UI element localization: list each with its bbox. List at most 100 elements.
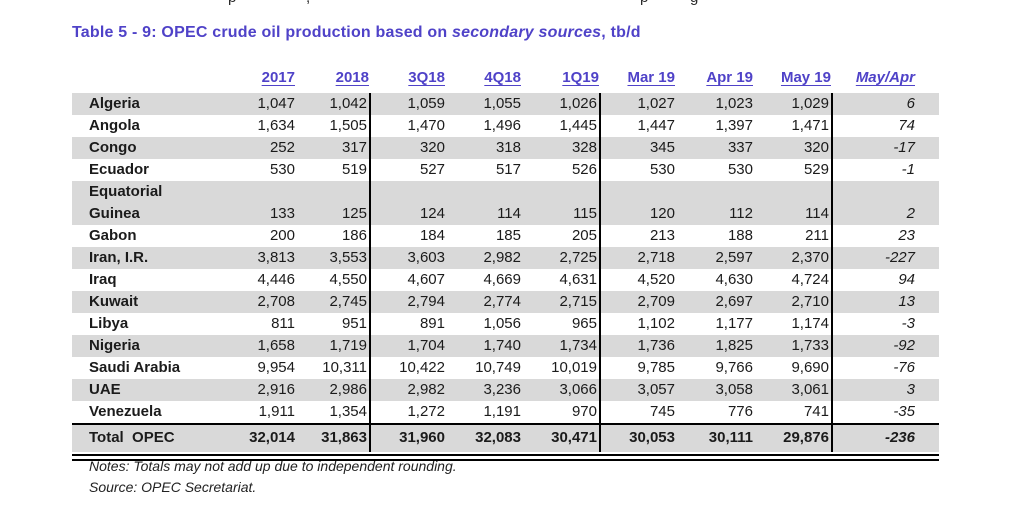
cell-equatorial-guinea-may-19: 114 <box>755 181 833 225</box>
col-header-4q18: 4Q18 <box>484 69 521 86</box>
cell-iraq-may-apr: 94 <box>898 271 915 288</box>
cell-nigeria-may-apr: -92 <box>893 337 915 354</box>
country-label-ecuador: Ecuador <box>89 161 150 178</box>
cell-venezuela-4q18: 1,191 <box>483 403 521 420</box>
country-label-angola: Angola <box>89 117 140 134</box>
cell-iraq-2017: 4,446 <box>257 271 295 288</box>
cell-congo-2018: 317 <box>297 137 371 159</box>
table-title: Table 5 - 9: OPEC crude oil production b… <box>72 24 641 42</box>
cell-gabon-apr-19: 188 <box>727 227 753 244</box>
cell-iran-i-r-2017: 3,813 <box>257 249 295 266</box>
cell-algeria-3q18: 1,059 <box>407 95 445 112</box>
cell-angola-3q18: 1,470 <box>407 117 445 134</box>
row-right-spacer <box>917 225 939 247</box>
country-label-venezuela: Venezuela <box>89 403 162 420</box>
cell-congo-2017: 252 <box>269 139 295 156</box>
cell-nigeria-apr-19: 1,825 <box>715 337 753 354</box>
opec-production-table: 2017 2018 3Q18 4Q18 1Q19 Mar 19 Apr 19 May 19 Ma… <box>72 52 939 461</box>
cell-venezuela-may-19: 741 <box>755 401 833 423</box>
cell-kuwait-4q18: 2,774 <box>483 293 521 310</box>
title-prefix: Table 5 - 9: OPEC crude oil production b… <box>72 24 453 41</box>
cell-iraq-1q19: 4,631 <box>523 269 601 291</box>
cell-nigeria-may-19: 1,733 <box>755 335 833 357</box>
cell-angola-2018: 1,505 <box>297 115 371 137</box>
cell-libya-4q18: 1,056 <box>483 315 521 332</box>
country-label-uae: UAE <box>89 381 121 398</box>
cell-libya-3q18: 891 <box>419 315 445 332</box>
cell-iran-i-r-1q19: 2,725 <box>523 247 601 269</box>
cell-nigeria-mar-19: 1,736 <box>637 337 675 354</box>
cell-congo-may-apr: -17 <box>893 139 915 156</box>
row-right-spacer <box>917 401 939 423</box>
table-row-gabon: Gabon 200 186 184 185 205 213 188 211 23 <box>72 225 939 247</box>
table-row-venezuela: Venezuela 1,911 1,354 1,272 1,191 970 745 776 74… <box>72 401 939 423</box>
cell-libya-mar-19: 1,102 <box>637 315 675 332</box>
col-header-may-19: May 19 <box>780 69 831 86</box>
table-row-uae: UAE 2,916 2,986 2,982 3,236 3,066 3,057 3,058 3,… <box>72 379 939 401</box>
total-label: Total OPEC <box>89 429 175 446</box>
cell-iraq-4q18: 4,669 <box>483 271 521 288</box>
cell-uae-apr-19: 3,058 <box>715 381 753 398</box>
cell-angola-4q18: 1,496 <box>483 117 521 134</box>
table-row-ecuador: Ecuador 530 519 527 517 526 530 530 529 -1 <box>72 159 939 181</box>
cell-kuwait-1q19: 2,715 <box>523 291 601 313</box>
table-row-libya: Libya 811 951 891 1,056 965 1,102 1,177 1,174 -3 <box>72 313 939 335</box>
cell-algeria-1q19: 1,026 <box>523 93 601 115</box>
cell-iraq-apr-19: 4,630 <box>715 271 753 288</box>
country-label-gabon: Gabon <box>89 227 137 244</box>
country-label-equatorial-guinea: Equatorial Guinea <box>89 183 163 222</box>
country-label-saudi-arabia: Saudi Arabia <box>89 359 181 376</box>
table-row-iran-i-r: Iran, I.R. 3,813 3,553 3,603 2,982 2,725 2,718… <box>72 247 939 269</box>
table-row-nigeria: Nigeria 1,658 1,719 1,704 1,740 1,734 1,736 1,8… <box>72 335 939 357</box>
cell-saudi-arabia-apr-19: 9,766 <box>715 359 753 376</box>
country-label-libya: Libya <box>89 315 129 332</box>
cell-uae-3q18: 2,982 <box>407 381 445 398</box>
cell-uae-4q18: 3,236 <box>483 381 521 398</box>
cell-venezuela-3q18: 1,272 <box>407 403 445 420</box>
cell-venezuela-may-apr: -35 <box>893 403 915 420</box>
row-right-spacer <box>917 335 939 357</box>
cell-angola-may-apr: 74 <box>898 117 915 134</box>
cell-angola-mar-19: 1,447 <box>637 117 675 134</box>
cell-gabon-1q19: 205 <box>523 225 601 247</box>
table-total-row: Total OPEC 32,014 31,863 31,960 32,083 30,471… <box>72 423 939 452</box>
cell-iran-i-r-may-apr: -227 <box>884 249 915 266</box>
total-cell-apr-19: 30,111 <box>708 429 753 446</box>
table-row-saudi-arabia: Saudi Arabia 9,954 10,311 10,422 10,749 10,01… <box>72 357 939 379</box>
cell-iraq-3q18: 4,607 <box>407 271 445 288</box>
cell-nigeria-2018: 1,719 <box>297 335 371 357</box>
cell-nigeria-2017: 1,658 <box>257 337 295 354</box>
table-body: Algeria 1,047 1,042 1,059 1,055 1,026 1,027 1,0… <box>72 93 939 423</box>
row-right-spacer <box>917 181 939 225</box>
cell-equatorial-guinea-mar-19: 120 <box>649 205 675 222</box>
table-row-equatorial-guinea: Equatorial Guinea 133 125 124 114 115 120 112 11… <box>72 181 939 225</box>
cell-algeria-2018: 1,042 <box>297 93 371 115</box>
cell-equatorial-guinea-1q19: 115 <box>523 181 601 225</box>
clipped-glyph-1: , <box>306 0 310 6</box>
cell-saudi-arabia-may-apr: -76 <box>893 359 915 376</box>
row-right-spacer <box>917 159 939 181</box>
cell-congo-1q19: 328 <box>523 137 601 159</box>
country-label-iran-i-r: Iran, I.R. <box>89 249 149 266</box>
country-label-nigeria: Nigeria <box>89 337 140 354</box>
row-right-spacer <box>917 291 939 313</box>
table-row-iraq: Iraq 4,446 4,550 4,607 4,669 4,631 4,520 4,630 4… <box>72 269 939 291</box>
cell-congo-apr-19: 337 <box>727 139 753 156</box>
cell-saudi-arabia-may-19: 9,690 <box>755 357 833 379</box>
cell-nigeria-1q19: 1,734 <box>523 335 601 357</box>
country-label-kuwait: Kuwait <box>89 293 139 310</box>
cell-angola-apr-19: 1,397 <box>715 117 753 134</box>
cell-uae-2018: 2,986 <box>297 379 371 401</box>
cell-gabon-mar-19: 213 <box>649 227 675 244</box>
cell-iraq-may-19: 4,724 <box>755 269 833 291</box>
cell-angola-1q19: 1,445 <box>523 115 601 137</box>
cell-iraq-2018: 4,550 <box>297 269 371 291</box>
cell-saudi-arabia-2018: 10,311 <box>297 357 371 379</box>
country-label-algeria: Algeria <box>89 95 140 112</box>
cell-libya-2018: 951 <box>297 313 371 335</box>
cell-venezuela-mar-19: 745 <box>649 403 675 420</box>
row-right-spacer <box>917 137 939 159</box>
col-header-2017: 2017 <box>261 69 295 86</box>
title-suffix: , tb/d <box>601 24 641 41</box>
col-header-may-apr: May/Apr <box>855 69 915 86</box>
